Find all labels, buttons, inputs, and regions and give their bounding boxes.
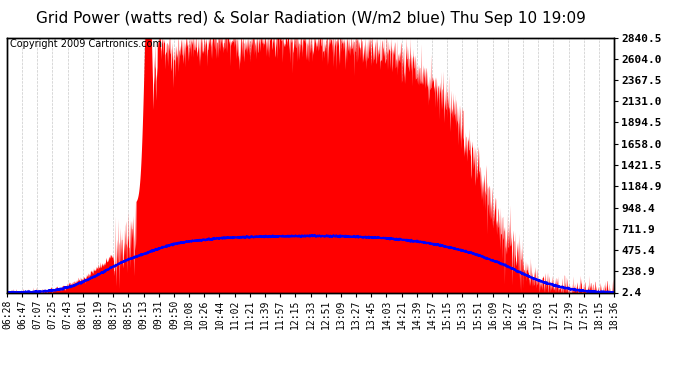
Text: Grid Power (watts red) & Solar Radiation (W/m2 blue) Thu Sep 10 19:09: Grid Power (watts red) & Solar Radiation… bbox=[36, 11, 585, 26]
Text: Copyright 2009 Cartronics.com: Copyright 2009 Cartronics.com bbox=[10, 39, 162, 49]
